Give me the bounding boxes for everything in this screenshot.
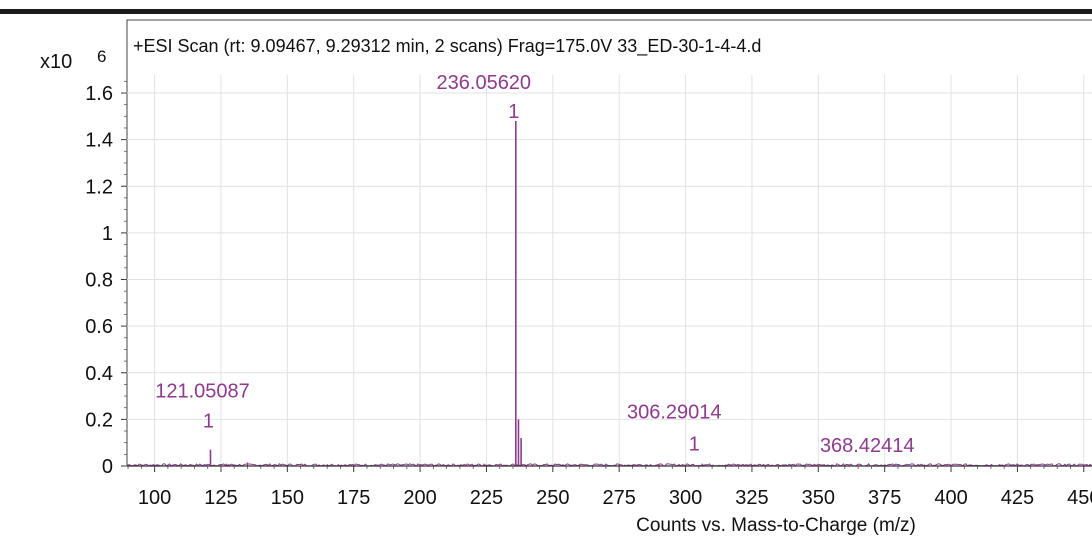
grid-layer bbox=[127, 75, 1092, 466]
x-tick-label: 200 bbox=[403, 487, 436, 509]
x-tick-label: 400 bbox=[934, 487, 967, 509]
y-axis-exponent: 6 bbox=[97, 47, 106, 66]
y-tick-label: 0.8 bbox=[85, 270, 113, 292]
y-axis-multiplier: x10 bbox=[40, 51, 72, 73]
peak-charge-label: 1 bbox=[689, 434, 700, 456]
peak-charge-label: 1 bbox=[203, 411, 214, 433]
spectrum-peaks bbox=[209, 120, 869, 466]
peak-labels: 121.05087 1 236.05620 1 306.29014 1 368.42414 bbox=[155, 72, 914, 457]
x-tick-label: 100 bbox=[138, 487, 171, 509]
x-tick-label: 225 bbox=[470, 487, 503, 509]
x-tick-label: 375 bbox=[868, 487, 901, 509]
peak-mz-label: 306.29014 bbox=[627, 402, 722, 424]
y-tick-label: 1.4 bbox=[85, 130, 113, 152]
y-tick-label: 1.2 bbox=[85, 176, 113, 198]
y-tick-label: 0.2 bbox=[85, 409, 113, 431]
x-tick-label: 325 bbox=[735, 487, 768, 509]
top-border-bar bbox=[0, 9, 1092, 14]
x-tick-label: 350 bbox=[802, 487, 835, 509]
x-tick-label: 150 bbox=[271, 487, 304, 509]
x-tick-label: 425 bbox=[1001, 487, 1034, 509]
peak-mz-label: 236.05620 bbox=[437, 72, 532, 94]
plot-frame bbox=[126, 19, 1092, 467]
y-tick-label: 1 bbox=[102, 223, 113, 245]
x-tick-label: 175 bbox=[337, 487, 370, 509]
y-tick-label: 0.6 bbox=[85, 316, 113, 338]
peak-mz-label: 121.05087 bbox=[155, 381, 250, 403]
x-tick-label: 300 bbox=[669, 487, 702, 509]
axes: 100 125 150 175 200 225 250 275 300 325 350 375 400 4… bbox=[85, 80, 1092, 509]
x-tick-label: 125 bbox=[204, 487, 237, 509]
chart-title: +ESI Scan (rt: 9.09467, 9.29312 min, 2 s… bbox=[133, 36, 761, 57]
peak-mz-label: 368.42414 bbox=[820, 435, 915, 457]
peak-charge-label: 1 bbox=[508, 101, 519, 123]
x-axis-label: Counts vs. Mass-to-Charge (m/z) bbox=[636, 515, 916, 536]
x-tick-label: 250 bbox=[536, 487, 569, 509]
x-tick-label: 450 bbox=[1067, 487, 1092, 509]
y-tick-label: 1.6 bbox=[85, 83, 113, 105]
x-tick-label: 275 bbox=[603, 487, 636, 509]
y-tick-label: 0 bbox=[102, 456, 113, 478]
y-tick-label: 0.4 bbox=[85, 363, 113, 385]
